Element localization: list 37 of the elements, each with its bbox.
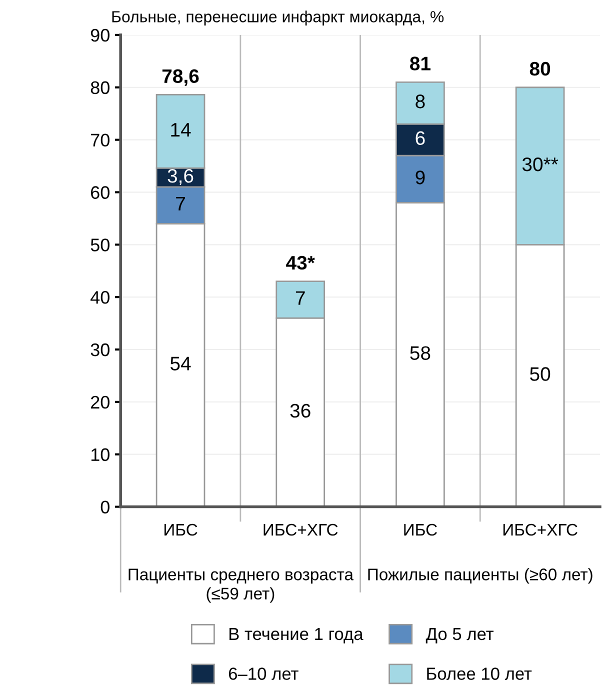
- y-tick-label: 10: [91, 448, 110, 462]
- y-tick-label: 40: [90, 291, 110, 304]
- y-tick-label: 90: [90, 28, 110, 42]
- total-label: 81: [410, 56, 430, 70]
- x-tick-label: ИБС+ХГС: [503, 524, 578, 536]
- y-tick-label: 70: [91, 134, 110, 147]
- data-label: 50: [530, 367, 550, 381]
- y-tick-label: 80: [90, 81, 110, 94]
- text: Пациенты среднего возраста (≤59 лет): [128, 568, 354, 603]
- data-label: 54: [170, 356, 191, 370]
- x-tick-label: ИБС: [404, 524, 437, 536]
- y-tick-label: 0: [100, 500, 110, 514]
- data-label: 36: [290, 404, 310, 418]
- data-label: 7: [176, 196, 185, 210]
- data-label: 6: [416, 131, 425, 146]
- total-label: 80: [530, 62, 550, 76]
- data-label: 58: [410, 346, 430, 360]
- data-label: 14: [171, 123, 191, 136]
- text: Пожилые пациенты (≥60 лет): [368, 568, 592, 584]
- y-axis-title: Больные, перенесшие инфаркт миокарда, %: [112, 10, 444, 26]
- data-label: 7: [296, 291, 305, 305]
- data-label: 3,6: [168, 168, 194, 186]
- y-tick-label: 20: [91, 396, 110, 409]
- legend-label: До 5 лет: [426, 628, 494, 644]
- x-tick-label: ИБС+ХГС: [264, 524, 338, 536]
- y-tick-label: 50: [90, 238, 110, 252]
- legend-label: Более 10 лет: [427, 668, 532, 680]
- x-tick-label: ИБС: [164, 524, 198, 536]
- y-tick-label: 30: [90, 343, 110, 356]
- data-label: 9: [416, 170, 425, 184]
- legend-label: 6–10 лет: [228, 668, 298, 680]
- total-label: 43*: [286, 256, 315, 270]
- data-label: 30**: [522, 157, 558, 172]
- y-tick-label: 60: [91, 186, 110, 199]
- total-label: 78,6: [162, 69, 199, 86]
- data-label: 8: [416, 94, 425, 108]
- legend-label: В течение 1 года: [230, 628, 364, 644]
